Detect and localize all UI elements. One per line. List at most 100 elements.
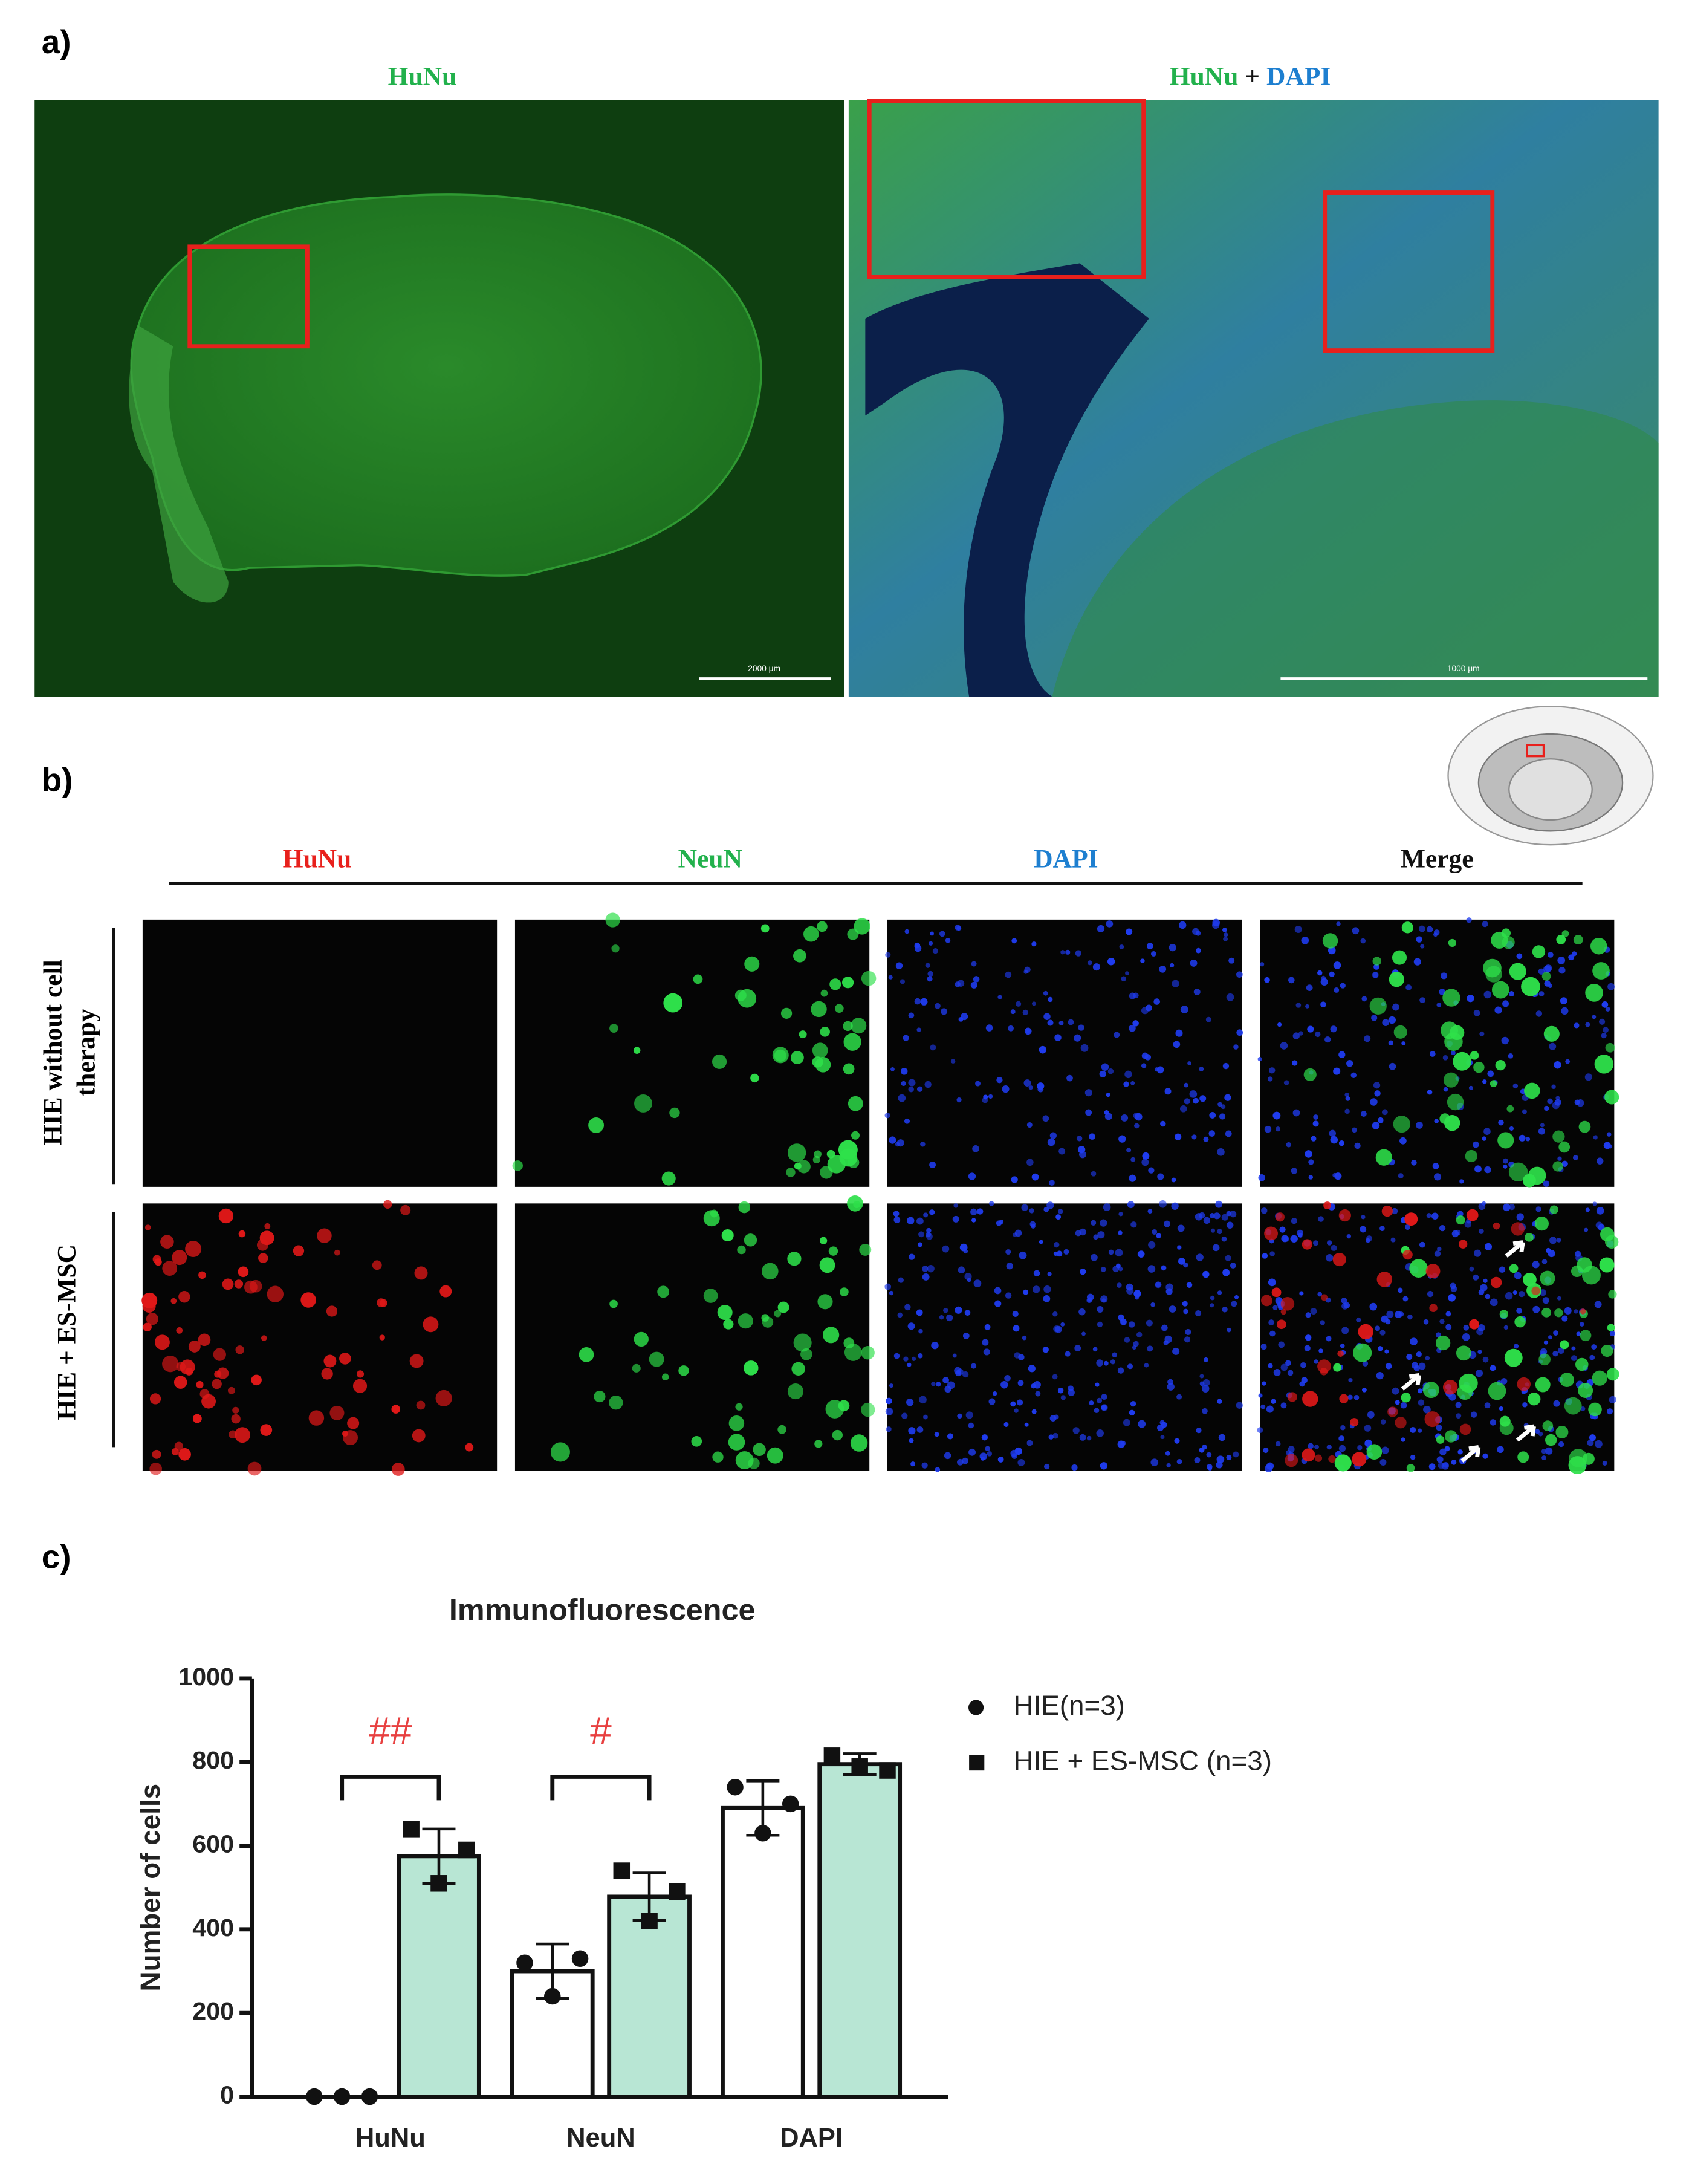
cell — [1130, 1157, 1136, 1162]
cell — [910, 1461, 916, 1467]
cell — [772, 1047, 789, 1064]
cell — [178, 1448, 191, 1461]
cell — [1330, 1025, 1337, 1033]
cell — [1574, 1309, 1578, 1314]
cell — [1207, 1464, 1213, 1470]
cell — [1604, 1235, 1619, 1249]
cell — [1482, 1201, 1486, 1206]
cell — [1367, 1411, 1375, 1419]
cell — [1300, 1362, 1306, 1368]
cell — [178, 1291, 190, 1303]
cell — [1542, 1297, 1549, 1304]
cell — [1222, 928, 1227, 932]
cell — [1339, 1394, 1349, 1403]
cell — [703, 1289, 718, 1303]
cell — [1484, 1166, 1491, 1174]
cell — [174, 1441, 183, 1451]
cell — [1126, 928, 1133, 935]
roi-box — [187, 244, 310, 349]
cell — [946, 1314, 953, 1322]
cell — [1503, 1164, 1508, 1169]
data-point — [669, 1883, 686, 1900]
cell — [908, 1086, 914, 1093]
column-header: NeuN — [678, 845, 742, 874]
cell — [1519, 1290, 1525, 1298]
cell — [188, 1340, 201, 1353]
cell — [1118, 1212, 1123, 1217]
cell — [1209, 1213, 1215, 1218]
cell — [1114, 1032, 1120, 1038]
cell — [1564, 1397, 1582, 1415]
cell — [1257, 1056, 1262, 1062]
cell — [1587, 1439, 1594, 1446]
cell — [1474, 1165, 1482, 1173]
cell — [1118, 1314, 1124, 1321]
cell — [1262, 1253, 1268, 1259]
cell — [992, 1391, 997, 1396]
cell — [1508, 1204, 1516, 1211]
cell — [1260, 1344, 1267, 1350]
cell — [900, 1067, 908, 1075]
cell — [1118, 1230, 1123, 1235]
cell — [1405, 984, 1412, 990]
cell — [984, 1324, 991, 1330]
cell — [1165, 1451, 1170, 1456]
cell — [1210, 1303, 1214, 1308]
cell — [1140, 958, 1145, 964]
cell — [143, 1322, 152, 1331]
cell — [884, 1112, 890, 1119]
cell — [1418, 1362, 1426, 1370]
cell — [1299, 1291, 1304, 1296]
cell — [1213, 1212, 1221, 1220]
cell — [1466, 917, 1472, 923]
cell — [1130, 1081, 1135, 1085]
cell — [1387, 1406, 1398, 1417]
cell — [1302, 1448, 1315, 1462]
cell — [1208, 1130, 1216, 1137]
cell — [935, 1003, 941, 1009]
cell — [952, 1215, 959, 1223]
cell — [1595, 1221, 1603, 1229]
cell — [1538, 1128, 1545, 1135]
cell — [372, 1260, 382, 1270]
cell — [929, 941, 933, 946]
significance-label: ## — [369, 1709, 412, 1752]
cell — [994, 1300, 1002, 1307]
cell — [1538, 991, 1545, 997]
cell — [1593, 1135, 1598, 1140]
cell — [1147, 1345, 1153, 1352]
cell — [222, 1278, 234, 1290]
cell — [1285, 1454, 1298, 1467]
cell — [1516, 953, 1523, 960]
cell — [1157, 1425, 1164, 1432]
cell — [1364, 1035, 1371, 1042]
cell — [982, 1435, 988, 1440]
cell — [1395, 1311, 1402, 1319]
cell — [1352, 1127, 1357, 1133]
cell — [1202, 1379, 1210, 1386]
cell — [1017, 1399, 1023, 1406]
cell — [1227, 1327, 1231, 1333]
cell — [1594, 1301, 1602, 1308]
cell — [1094, 1408, 1100, 1413]
cell — [1171, 1202, 1179, 1210]
cell — [1052, 1432, 1058, 1439]
cell — [1217, 1399, 1222, 1404]
cell — [1258, 1393, 1263, 1398]
cell — [1118, 1135, 1126, 1143]
tile-background — [1260, 919, 1615, 1187]
row-label: HIE + ES-MSC — [52, 1244, 81, 1420]
cell — [968, 1448, 976, 1456]
cell — [743, 1360, 759, 1376]
cell — [1352, 927, 1360, 935]
cell — [1053, 1251, 1058, 1256]
cell — [352, 1379, 368, 1393]
cell — [1528, 1393, 1541, 1406]
cell — [435, 1389, 452, 1407]
cell — [1439, 1448, 1447, 1456]
cell — [1079, 1434, 1086, 1441]
data-point — [571, 1950, 589, 1968]
cell — [1547, 1098, 1553, 1105]
cell — [1169, 1305, 1176, 1313]
cell — [1087, 960, 1092, 966]
